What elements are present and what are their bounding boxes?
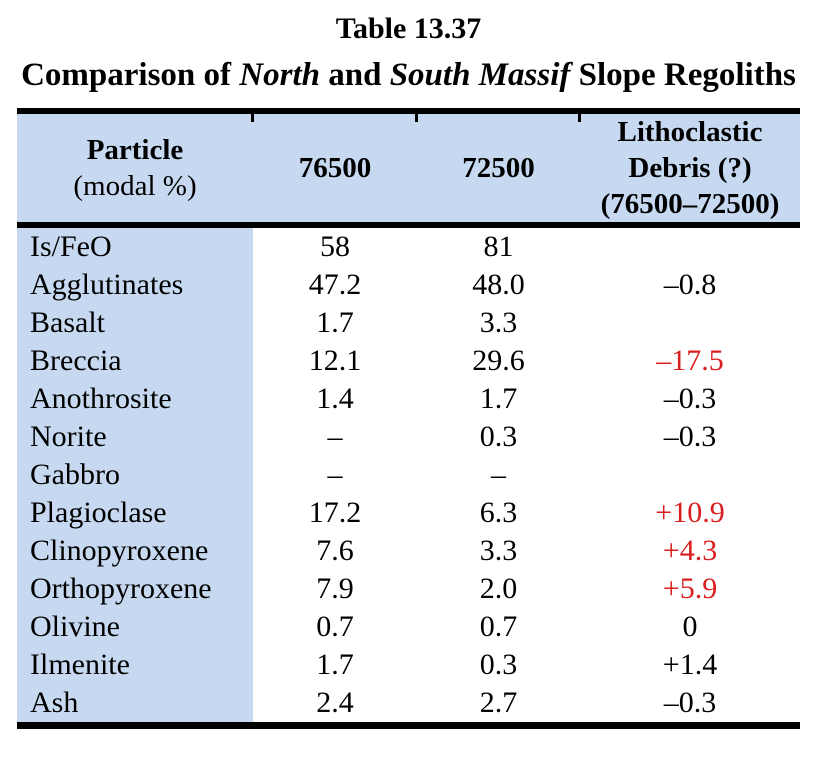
column-divider-tick	[415, 114, 418, 122]
caption-prefix: Comparison of	[21, 57, 240, 93]
cell-debris: +4.3	[580, 532, 800, 570]
cell-72500: 0.7	[417, 608, 580, 646]
table-row: Orthopyroxene 7.9 2.0 +5.9	[17, 570, 800, 608]
cell-76500: 1.7	[253, 304, 417, 342]
cell-debris: +5.9	[580, 570, 800, 608]
cell-particle: Plagioclase	[17, 494, 253, 532]
cell-72500: 6.3	[417, 494, 580, 532]
table-row: Olivine 0.7 0.7 0	[17, 608, 800, 646]
table-body: Is/FeO 58 81 Agglutinates 47.2 48.0 –0.8…	[17, 228, 800, 722]
table-row: Norite – 0.3 –0.3	[17, 418, 800, 456]
regolith-comparison-table: Particle (modal %) 76500 72500 Lithoclas…	[17, 108, 800, 729]
cell-76500: 0.7	[253, 608, 417, 646]
cell-debris: +1.4	[580, 646, 800, 684]
cell-debris: –0.3	[580, 380, 800, 418]
cell-72500: –	[417, 456, 580, 494]
cell-76500: 47.2	[253, 266, 417, 304]
cell-72500: 2.0	[417, 570, 580, 608]
cell-72500: 0.3	[417, 646, 580, 684]
cell-76500: –	[253, 456, 417, 494]
cell-particle: Norite	[17, 418, 253, 456]
cell-76500: 7.9	[253, 570, 417, 608]
table-row: Ash 2.4 2.7 –0.3	[17, 684, 800, 722]
cell-76500: 1.7	[253, 646, 417, 684]
cell-particle: Clinopyroxene	[17, 532, 253, 570]
cell-72500: 0.3	[417, 418, 580, 456]
table-row: Clinopyroxene 7.6 3.3 +4.3	[17, 532, 800, 570]
cell-particle: Olivine	[17, 608, 253, 646]
caption-mid: and	[319, 57, 390, 93]
cell-76500: –	[253, 418, 417, 456]
table-row: Basalt 1.7 3.3	[17, 304, 800, 342]
table-row: Is/FeO 58 81	[17, 228, 800, 266]
caption-north-italic: North	[239, 57, 320, 93]
caption-suffix: Slope Regoliths	[570, 57, 796, 93]
table-row: Gabbro – –	[17, 456, 800, 494]
cell-debris	[580, 456, 800, 494]
column-divider-tick	[578, 114, 581, 122]
header-76500: 76500	[298, 152, 372, 184]
cell-debris: 0	[580, 608, 800, 646]
header-particle-line2: (modal %)	[73, 170, 197, 202]
cell-particle: Basalt	[17, 304, 253, 342]
column-divider-tick	[251, 114, 254, 122]
cell-debris: –17.5	[580, 342, 800, 380]
table-header-row: Particle (modal %) 76500 72500 Lithoclas…	[17, 114, 800, 228]
caption-south-massif-italic: South Massif	[389, 57, 571, 93]
cell-72500: 2.7	[417, 684, 580, 722]
header-debris-line2: Debris (?)	[628, 152, 752, 184]
cell-debris: –0.3	[580, 418, 800, 456]
table-row: Plagioclase 17.2 6.3 +10.9	[17, 494, 800, 532]
cell-76500: 7.6	[253, 532, 417, 570]
cell-particle: Anothrosite	[17, 380, 253, 418]
header-72500: 72500	[462, 152, 535, 184]
table-row: Anothrosite 1.4 1.7 –0.3	[17, 380, 800, 418]
cell-particle: Ilmenite	[17, 646, 253, 684]
cell-76500: 12.1	[253, 342, 417, 380]
header-lithoclastic-debris: Lithoclastic Debris (?) (76500–72500)	[580, 114, 800, 222]
cell-76500: 58	[253, 228, 417, 266]
cell-76500: 1.4	[253, 380, 417, 418]
cell-particle: Orthopyroxene	[17, 570, 253, 608]
table-number-title: Table 13.37	[335, 12, 482, 45]
cell-particle: Ash	[17, 684, 253, 722]
page: Table 13.37 Comparison of North and Sout…	[0, 10, 817, 729]
cell-72500: 29.6	[417, 342, 580, 380]
cell-72500: 3.3	[417, 304, 580, 342]
cell-76500: 2.4	[253, 684, 417, 722]
cell-debris: –0.3	[580, 684, 800, 722]
header-debris-line1: Lithoclastic	[617, 116, 763, 148]
cell-particle: Is/FeO	[17, 228, 253, 266]
cell-76500: 17.2	[253, 494, 417, 532]
cell-72500: 81	[417, 228, 580, 266]
cell-72500: 1.7	[417, 380, 580, 418]
table-caption: Comparison of North and South Massif Slo…	[0, 54, 817, 96]
cell-particle: Agglutinates	[17, 266, 253, 304]
cell-particle: Breccia	[17, 342, 253, 380]
cell-debris	[580, 304, 800, 342]
table-row: Agglutinates 47.2 48.0 –0.8	[17, 266, 800, 304]
cell-debris: –0.8	[580, 266, 800, 304]
header-debris-line3: (76500–72500)	[600, 188, 780, 220]
cell-debris: +10.9	[580, 494, 800, 532]
table-row: Breccia 12.1 29.6 –17.5	[17, 342, 800, 380]
cell-72500: 3.3	[417, 532, 580, 570]
cell-debris	[580, 228, 800, 266]
table-row: Ilmenite 1.7 0.3 +1.4	[17, 646, 800, 684]
cell-72500: 48.0	[417, 266, 580, 304]
cell-particle: Gabbro	[17, 456, 253, 494]
header-particle-line1: Particle	[86, 134, 184, 166]
header-particle: Particle (modal %)	[17, 114, 253, 222]
